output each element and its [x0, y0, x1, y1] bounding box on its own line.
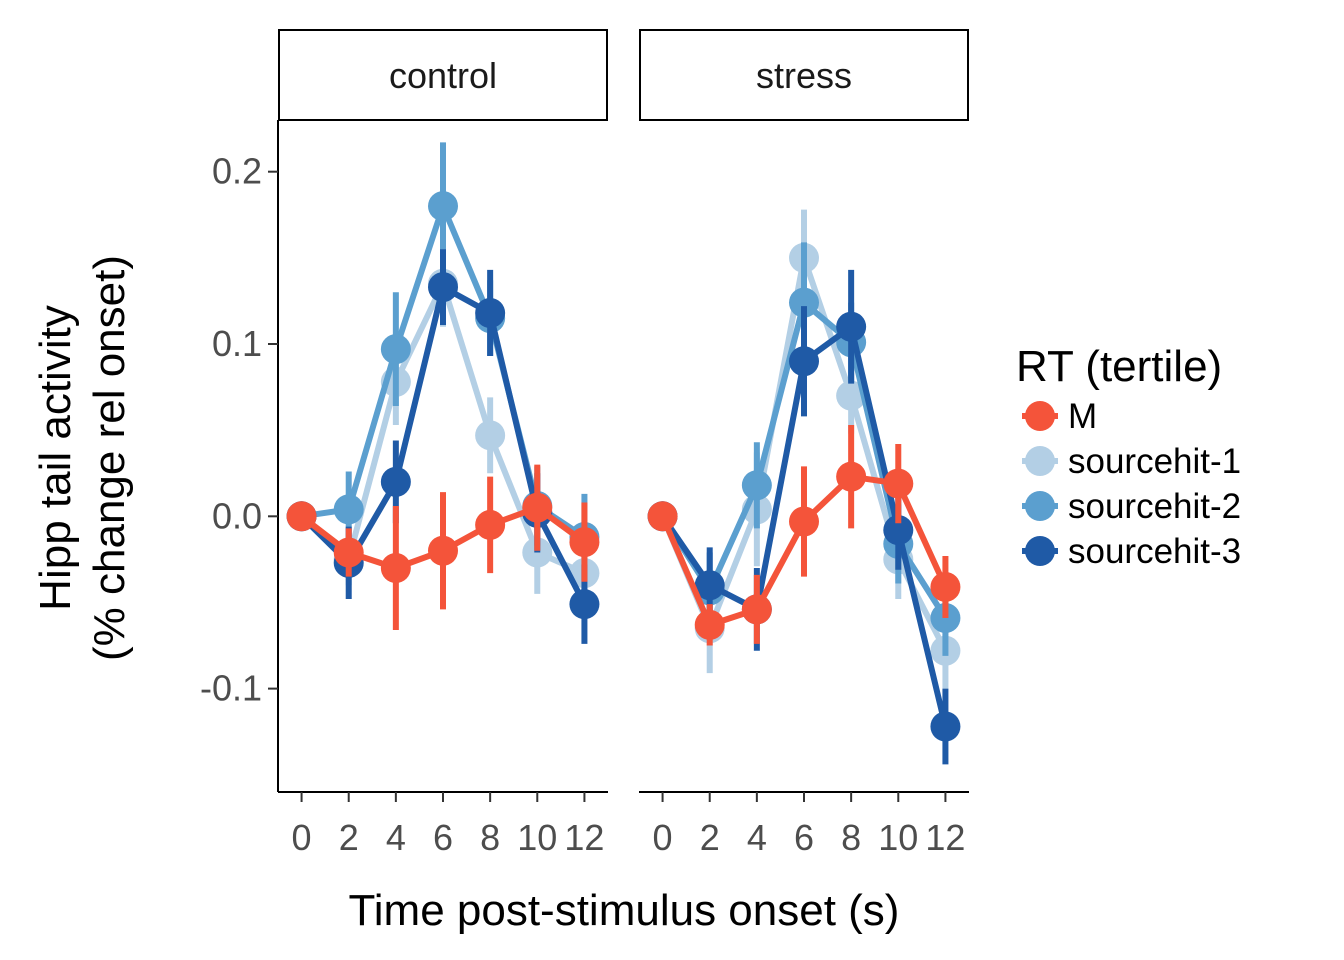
legend-label: sourcehit-3	[1068, 532, 1241, 571]
data-point-M	[569, 527, 600, 558]
data-point-M	[333, 537, 364, 568]
data-point-M	[286, 501, 317, 532]
x-tick-label: 8	[480, 817, 500, 858]
legend-label: sourcehit-1	[1068, 442, 1241, 481]
data-point-sourcehit-3	[694, 570, 725, 601]
y-tick-label: 0.1	[212, 323, 262, 364]
data-point-sourcehit-2	[428, 191, 458, 222]
x-tick-label: 0	[292, 817, 312, 858]
x-tick-label: 6	[433, 817, 453, 858]
facet-strip-stress	[639, 29, 969, 121]
x-tick-label: 10	[517, 817, 557, 858]
data-point-M	[930, 571, 961, 602]
data-point-sourcehit-3	[789, 346, 819, 377]
facet-strip-control	[278, 29, 608, 121]
legend-label: M	[1068, 397, 1097, 436]
data-point-sourcehit-3	[836, 311, 867, 342]
x-tick-label: 0	[653, 817, 673, 858]
series-M	[286, 464, 600, 631]
x-tick-label: 4	[747, 817, 767, 858]
legend-entry-sourcehit-3: sourcehit-3	[1022, 532, 1241, 571]
data-point-sourcehit-2	[380, 334, 411, 365]
data-point-M	[647, 501, 678, 532]
y-tick-label: 0.0	[212, 495, 262, 536]
legend-title: RT (tertile)	[1016, 342, 1222, 391]
legend-label: sourcehit-2	[1068, 487, 1241, 526]
x-axis-title: Time post-stimulus onset (s)	[349, 886, 900, 935]
legend-key-point	[1025, 536, 1055, 566]
y-tick-label: -0.1	[200, 668, 262, 709]
data-point-sourcehit-2	[789, 287, 819, 318]
x-tick-label: 2	[339, 817, 359, 858]
panel-control: control 0 2 4 6 8 10 12	[278, 29, 608, 858]
data-point-sourcehit-2	[741, 470, 772, 501]
facet-label-stress: stress	[756, 55, 852, 96]
data-point-sourcehit-3	[569, 589, 600, 620]
data-point-M	[836, 461, 867, 492]
data-point-sourcehit-1	[475, 420, 506, 451]
y-tick-label: 0.2	[212, 151, 262, 192]
legend-key-point	[1025, 446, 1055, 476]
data-point-M	[789, 506, 819, 537]
data-point-sourcehit-3	[883, 515, 914, 546]
legend-entry-sourcehit-2: sourcehit-2	[1022, 487, 1241, 526]
facet-label-control: control	[389, 55, 497, 96]
data-point-sourcehit-3	[930, 711, 961, 742]
x-tick-label: 12	[925, 817, 965, 858]
x-tick-label: 6	[794, 817, 814, 858]
data-point-sourcehit-3	[428, 272, 458, 303]
data-point-sourcehit-2	[333, 494, 364, 525]
data-point-sourcehit-1	[836, 380, 867, 411]
x-tick-label: 2	[700, 817, 720, 858]
data-point-M	[428, 535, 458, 566]
legend-key-point	[1025, 401, 1055, 431]
x-tick-label: 4	[386, 817, 406, 858]
legend-entry-M: M	[1022, 397, 1097, 436]
series-M	[647, 424, 961, 646]
data-point-sourcehit-3	[380, 466, 411, 497]
y-axis-title-line-1: Hipp tail activity	[31, 305, 80, 611]
data-point-M	[380, 553, 411, 583]
panel-stress: stress 0 2 4 6 8 10 12	[639, 29, 969, 858]
chart-axes: 0.2 0.1 0.0 -0.1	[200, 120, 279, 792]
x-tick-label: 8	[841, 817, 861, 858]
data-point-sourcehit-3	[475, 297, 506, 328]
y-axis-title-line-2: (% change rel onset)	[85, 255, 134, 661]
x-tick-label: 10	[878, 817, 918, 858]
data-point-M	[883, 468, 914, 499]
data-point-M	[741, 594, 772, 625]
data-point-M	[522, 492, 553, 523]
legend-entry-sourcehit-1: sourcehit-1	[1022, 442, 1241, 481]
legend-key-point	[1025, 491, 1055, 521]
data-point-M	[475, 509, 506, 540]
x-tick-label: 12	[564, 817, 604, 858]
data-point-M	[694, 609, 725, 640]
